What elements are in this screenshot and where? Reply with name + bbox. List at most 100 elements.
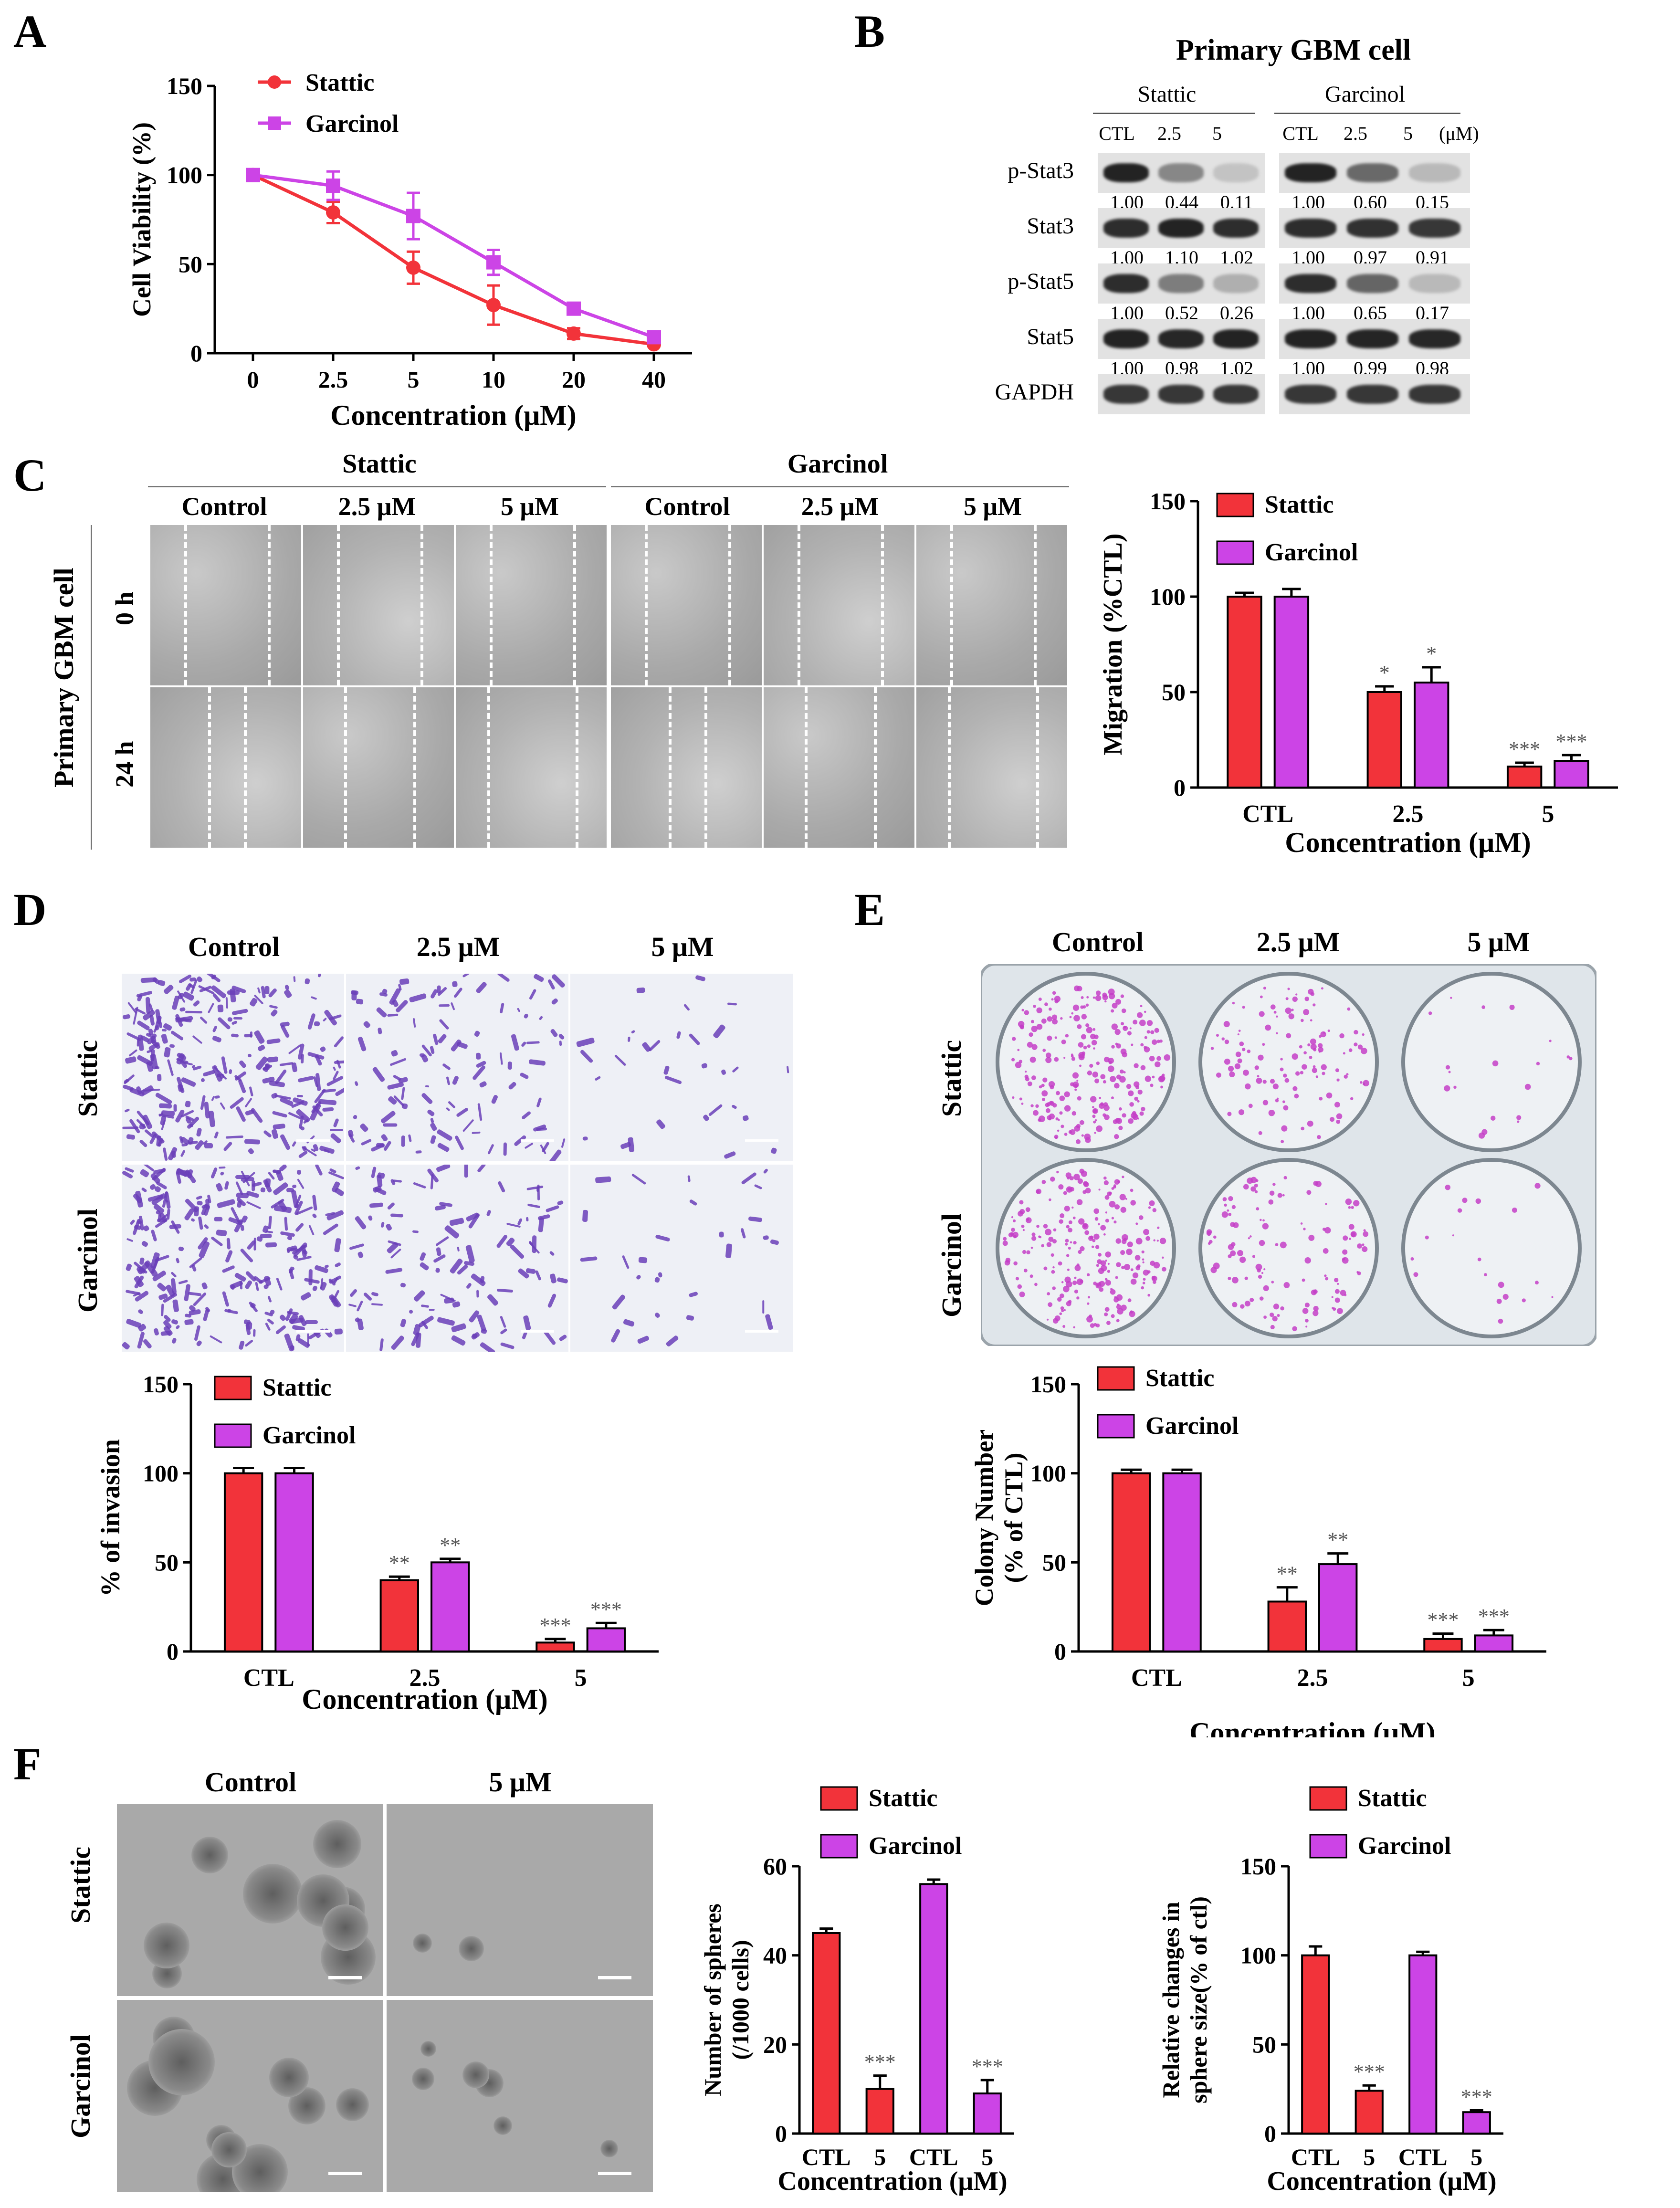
colony	[1257, 1268, 1261, 1272]
colony	[1305, 1319, 1309, 1323]
colony	[1051, 1014, 1058, 1020]
colony	[1064, 1105, 1071, 1112]
colony	[1019, 1024, 1024, 1029]
migration-photo	[456, 525, 607, 685]
invasion-cell	[271, 1128, 279, 1139]
invasion-cell	[190, 1218, 196, 1222]
colony	[1325, 1203, 1327, 1205]
colony	[1315, 1075, 1318, 1078]
x-axis-label: Concentration (μM)	[1267, 2166, 1496, 2196]
colony	[1361, 1048, 1367, 1054]
y-axis-label: Migration (%CTL)	[1098, 533, 1128, 755]
invasion-cell	[348, 1304, 357, 1308]
f-row-stattic: Stattic	[65, 1846, 96, 1924]
colony	[1107, 1262, 1110, 1265]
colony	[1452, 1234, 1454, 1237]
invasion-cell	[240, 1248, 254, 1263]
legend-label-garcinol: Garcinol	[1265, 539, 1358, 566]
colony	[1232, 1001, 1235, 1005]
colony	[1153, 1262, 1160, 1269]
colony	[1041, 1244, 1045, 1248]
colony	[1133, 1020, 1138, 1025]
scale-bar	[328, 1976, 362, 1979]
colony	[1462, 1198, 1468, 1203]
legend-label-garcinol: Garcinol	[1358, 1832, 1451, 1860]
blot-band	[1285, 219, 1336, 238]
bar-stattic	[1227, 596, 1262, 789]
invasion-cell	[580, 1256, 598, 1262]
scale-bar	[296, 1330, 330, 1333]
colony	[1031, 1236, 1037, 1241]
invasion-cell	[141, 1187, 147, 1193]
invasion-cell	[614, 1054, 627, 1067]
colony	[1141, 1250, 1144, 1254]
significance-mark: **	[1277, 1562, 1298, 1586]
migration-photo	[456, 687, 607, 848]
colony	[1058, 1261, 1062, 1266]
scale-bar	[598, 1976, 631, 1979]
legend-swatch-stattic	[1216, 493, 1254, 517]
blot-membrane	[1279, 319, 1470, 359]
invasion-cell	[359, 1123, 369, 1133]
invasion-cell	[223, 1141, 233, 1152]
bar-garcinol	[1474, 1634, 1514, 1653]
colony	[1142, 1261, 1144, 1263]
colony	[1048, 1236, 1054, 1242]
colony	[1065, 1242, 1068, 1246]
colony	[1047, 1318, 1049, 1321]
invasion-cell	[212, 1025, 218, 1033]
colony	[1063, 1191, 1067, 1195]
invasion-cell	[307, 1333, 309, 1346]
legend-swatch-garcinol	[820, 1834, 858, 1859]
invasion-cell	[185, 1010, 203, 1014]
scratch-edge-right	[575, 687, 578, 848]
colony	[1250, 1298, 1254, 1302]
invasion-bar-chart: 0 50 100 150 CTL 2.5 ** ** 5 *** *** Stattic Garcino…	[96, 1371, 659, 1715]
colony	[1534, 1183, 1541, 1189]
blot-membrane	[1098, 263, 1265, 304]
invasion-cell	[579, 1049, 594, 1064]
significance-mark: *	[1426, 642, 1437, 665]
invasion-cell	[137, 1038, 140, 1047]
blot-row-label: p-Stat5	[1008, 269, 1074, 294]
colony	[1113, 1297, 1119, 1303]
colony	[1114, 1204, 1120, 1209]
invasion-cell	[208, 1110, 216, 1127]
colony	[1071, 1206, 1074, 1209]
invasion-cell	[387, 1013, 399, 1017]
blot-band	[1158, 329, 1204, 348]
invasion-cell	[496, 1288, 514, 1293]
colony	[1072, 1216, 1076, 1220]
blot-band	[1409, 163, 1460, 182]
scale-bar	[521, 1330, 554, 1333]
invasion-cell	[740, 1228, 746, 1239]
invasion-cell	[430, 1122, 438, 1132]
invasion-cell	[631, 1173, 647, 1185]
invasion-cell	[334, 1328, 343, 1335]
invasion-cell	[357, 1318, 364, 1331]
bar-stattic	[536, 1641, 575, 1652]
blot-unit: (μM)	[1439, 123, 1479, 144]
invasion-cell	[415, 1150, 422, 1154]
colony	[1059, 1293, 1064, 1298]
invasion-cell	[349, 1288, 358, 1298]
blot-band	[1347, 329, 1398, 348]
colony	[1089, 1063, 1093, 1068]
invasion-cell	[140, 977, 158, 983]
invasion-cell	[217, 1004, 224, 1013]
colony	[1262, 1043, 1265, 1046]
colony	[1126, 1083, 1132, 1089]
invasion-cell	[272, 1111, 288, 1118]
c-cond-label: Control	[644, 492, 730, 521]
invasion-cell	[284, 1333, 295, 1352]
invasion-cell	[195, 1339, 203, 1347]
colony	[1208, 1242, 1211, 1245]
colony	[1312, 1065, 1316, 1068]
legend-swatch-stattic	[1309, 1786, 1347, 1811]
colony	[1445, 1065, 1450, 1070]
invasion-cell	[527, 1203, 541, 1209]
invasion-cell	[486, 1209, 492, 1217]
colony	[1287, 988, 1290, 990]
colony	[1334, 1278, 1339, 1283]
invasion-cell	[525, 1217, 529, 1222]
